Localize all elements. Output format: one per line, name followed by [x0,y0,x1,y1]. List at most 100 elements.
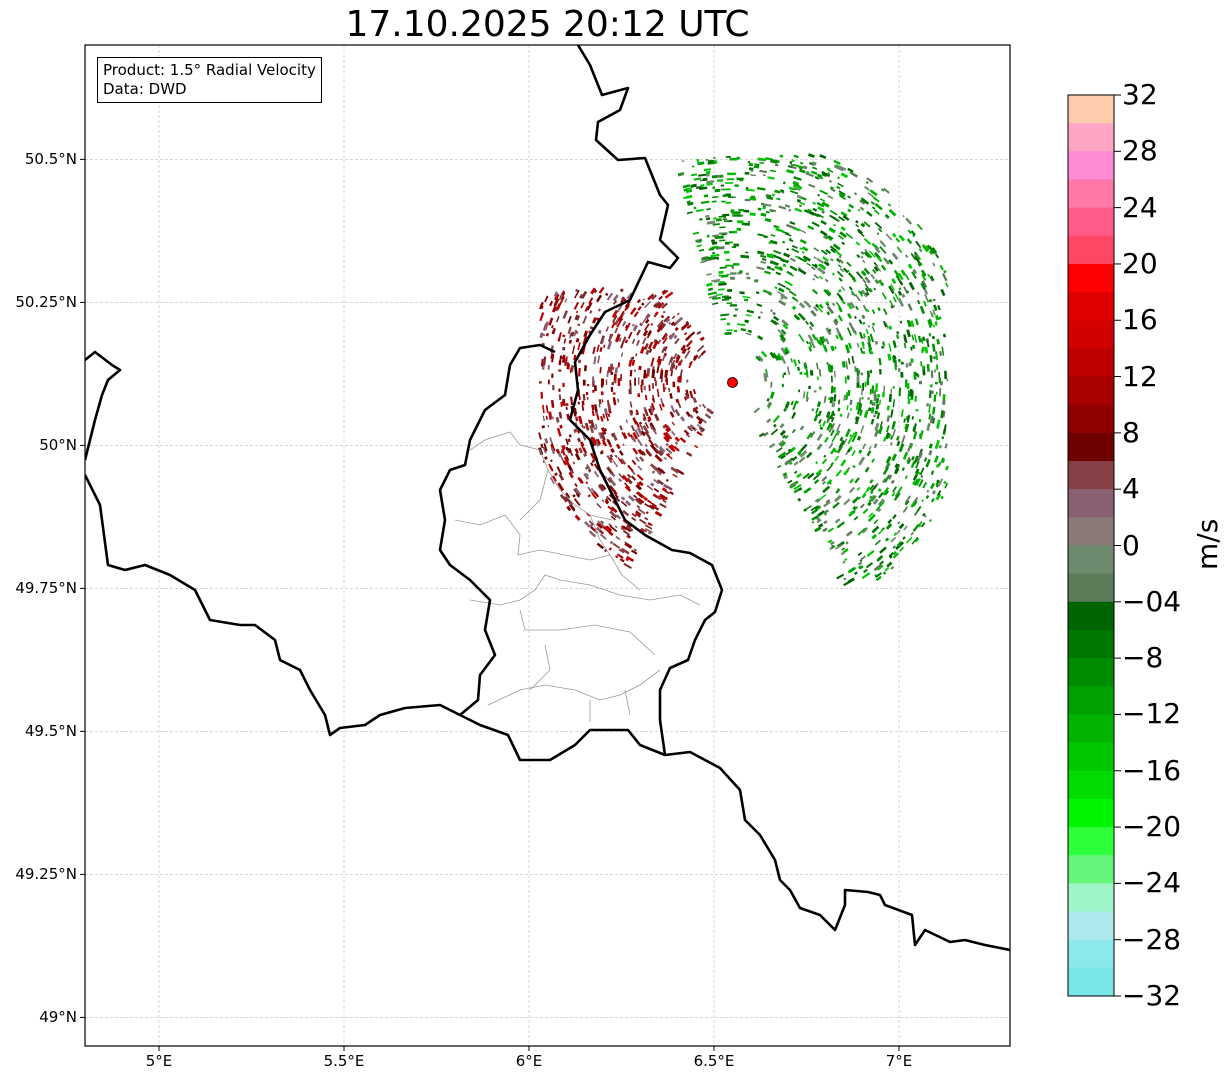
colorbar-segment [1068,827,1114,856]
velocity-echo [897,358,901,363]
velocity-echo [588,469,591,473]
velocity-echo [719,239,726,242]
velocity-echo [873,519,879,525]
velocity-echo [593,470,600,478]
velocity-echo [803,362,808,369]
velocity-echo [816,376,819,380]
velocity-echo [811,161,817,166]
velocity-echo [921,349,924,354]
velocity-echo [817,306,823,313]
velocity-echo [816,213,821,218]
velocity-echo [876,232,880,236]
velocity-echo [784,401,790,409]
velocity-echo [926,363,930,372]
velocity-echo [912,268,918,275]
velocity-echo [558,394,562,401]
velocity-echo [879,560,885,566]
velocity-echo [547,379,550,385]
velocity-echo [619,317,624,321]
velocity-echo [740,254,750,259]
velocity-echo [942,399,946,405]
velocity-echo [775,271,782,276]
velocity-echo [640,384,643,390]
velocity-echo [573,498,581,507]
velocity-echo [599,529,604,535]
velocity-echo [599,335,605,345]
velocity-echo [833,164,842,171]
velocity-echo [834,543,843,550]
velocity-echo [804,361,807,366]
velocity-echo [697,239,702,244]
velocity-echo [596,503,602,509]
velocity-echo [817,510,826,517]
velocity-echo [630,409,634,414]
velocity-echo [903,418,906,423]
velocity-echo [685,340,693,348]
velocity-echo [776,197,781,201]
velocity-echo [908,362,912,367]
velocity-echo [544,295,549,303]
velocity-echo [622,432,628,440]
velocity-echo [582,315,588,324]
velocity-echo [670,430,676,436]
velocity-echo [790,400,794,406]
velocity-echo [815,461,819,465]
velocity-echo [680,359,683,363]
velocity-echo [849,434,853,438]
velocity-echo [813,306,819,312]
velocity-echo [620,547,630,555]
velocity-echo [771,193,775,197]
velocity-echo [871,206,876,210]
velocity-echo [894,361,897,371]
velocity-echo [895,529,901,535]
velocity-echo [631,435,637,443]
velocity-echo [793,187,801,191]
velocity-echo [778,439,785,446]
velocity-echo [841,547,846,551]
velocity-echo [875,398,880,404]
velocity-echo [827,194,834,200]
velocity-echo [758,432,765,438]
velocity-echo [661,332,668,341]
velocity-echo [807,153,815,158]
velocity-echo [849,486,855,494]
velocity-echo [773,254,782,260]
velocity-echo [603,428,608,432]
velocity-echo [634,377,636,386]
velocity-echo [675,365,678,370]
velocity-echo [647,341,654,350]
velocity-echo [782,472,788,477]
velocity-echo [814,499,818,503]
velocity-echo [791,248,800,254]
velocity-echo [892,304,896,308]
velocity-echo [892,486,897,493]
velocity-echo [582,302,585,306]
velocity-echo [893,269,901,279]
velocity-echo [606,466,614,475]
velocity-echo [943,481,947,485]
velocity-echo [637,438,643,447]
velocity-echo [621,474,629,483]
velocity-echo [912,426,917,432]
velocity-echo [558,369,562,372]
velocity-echo [745,251,749,254]
velocity-echo [642,329,649,337]
velocity-echo [706,273,712,276]
velocity-echo [798,168,806,174]
velocity-echo [650,357,655,367]
velocity-echo [833,394,837,402]
velocity-echo [779,423,785,429]
velocity-echo [567,447,572,453]
velocity-echo [793,163,803,169]
velocity-echo [810,266,816,271]
velocity-echo [685,433,691,438]
velocity-echo [580,290,588,299]
velocity-echo [560,455,564,462]
velocity-echo [849,511,853,514]
velocity-echo [779,337,786,343]
velocity-echo [885,455,892,464]
velocity-echo [661,302,668,309]
velocity-echo [903,334,908,344]
velocity-echo [618,478,623,483]
velocity-echo [637,393,641,398]
